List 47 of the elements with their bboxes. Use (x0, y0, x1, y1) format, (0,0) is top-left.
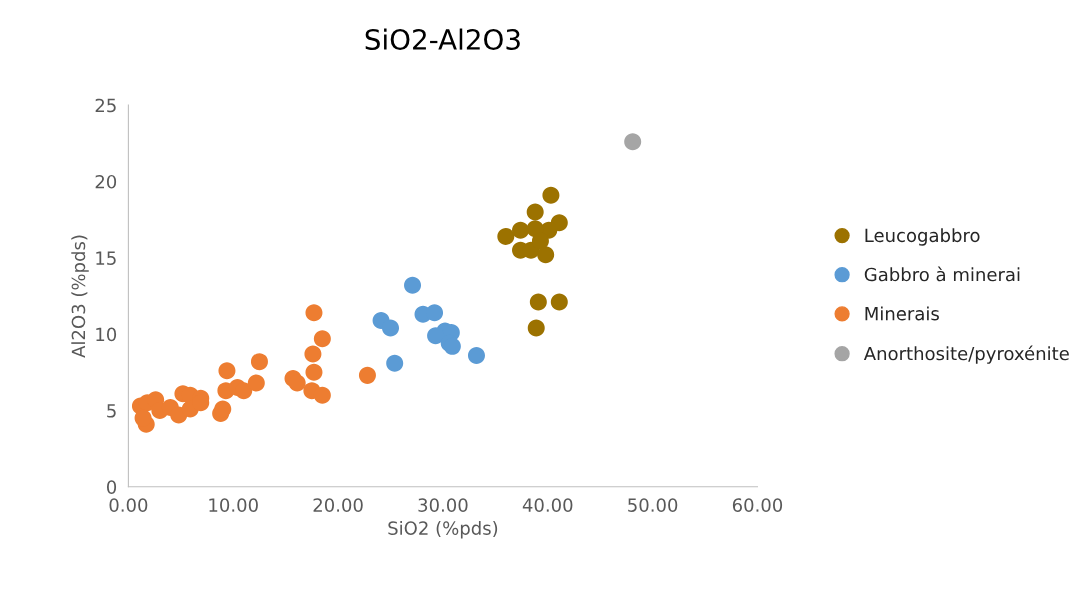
point (313, 386, 331, 404)
point (250, 353, 268, 371)
y-tick-label: 0 (106, 480, 117, 494)
point (305, 363, 323, 381)
y-tick-label: 25 (95, 98, 116, 113)
point (529, 293, 547, 311)
point (527, 319, 545, 337)
point (134, 409, 152, 427)
point (512, 221, 530, 239)
point (426, 304, 444, 322)
x-tick-label: 10.00 (209, 498, 258, 512)
point (247, 374, 265, 392)
point (305, 304, 323, 322)
point (218, 362, 236, 380)
point (358, 366, 376, 384)
point (235, 382, 253, 400)
x-axis-title: SiO2 (%pds) (388, 520, 498, 539)
point (288, 374, 306, 392)
point (382, 319, 400, 337)
y-tick-label: 15 (96, 251, 116, 265)
legend-label: Leucogabbro (865, 228, 980, 246)
point (542, 186, 560, 204)
point (304, 345, 322, 363)
x-tick-label: 50.00 (628, 498, 678, 512)
point (313, 330, 331, 348)
y-tick-label: 20 (95, 174, 117, 189)
point (531, 232, 549, 250)
x-tick-label: 20.00 (313, 498, 363, 512)
x-tick-label: 60.00 (732, 498, 783, 512)
legend-label: Gabbro à minerai (864, 266, 1020, 282)
x-tick-label: 30.00 (418, 498, 468, 512)
x-tick-label: 0.00 (109, 498, 148, 512)
point (497, 227, 515, 245)
point (386, 354, 404, 372)
point (404, 276, 422, 294)
x-tick-label: 40.00 (522, 498, 573, 512)
legend-label: Minerais (865, 306, 939, 321)
point (550, 293, 568, 311)
y-axis-title: Al2O3 (%pds) (71, 235, 89, 358)
point (467, 347, 485, 365)
chart-title: SiO2-Al2O3 (365, 28, 520, 51)
point (526, 203, 544, 221)
point (537, 246, 555, 264)
y-tick-label: 5 (107, 404, 116, 418)
point (624, 133, 642, 151)
legend-label: Anorthosite/pyroxénite (863, 345, 1069, 364)
y-tick-label: 10 (96, 327, 117, 342)
